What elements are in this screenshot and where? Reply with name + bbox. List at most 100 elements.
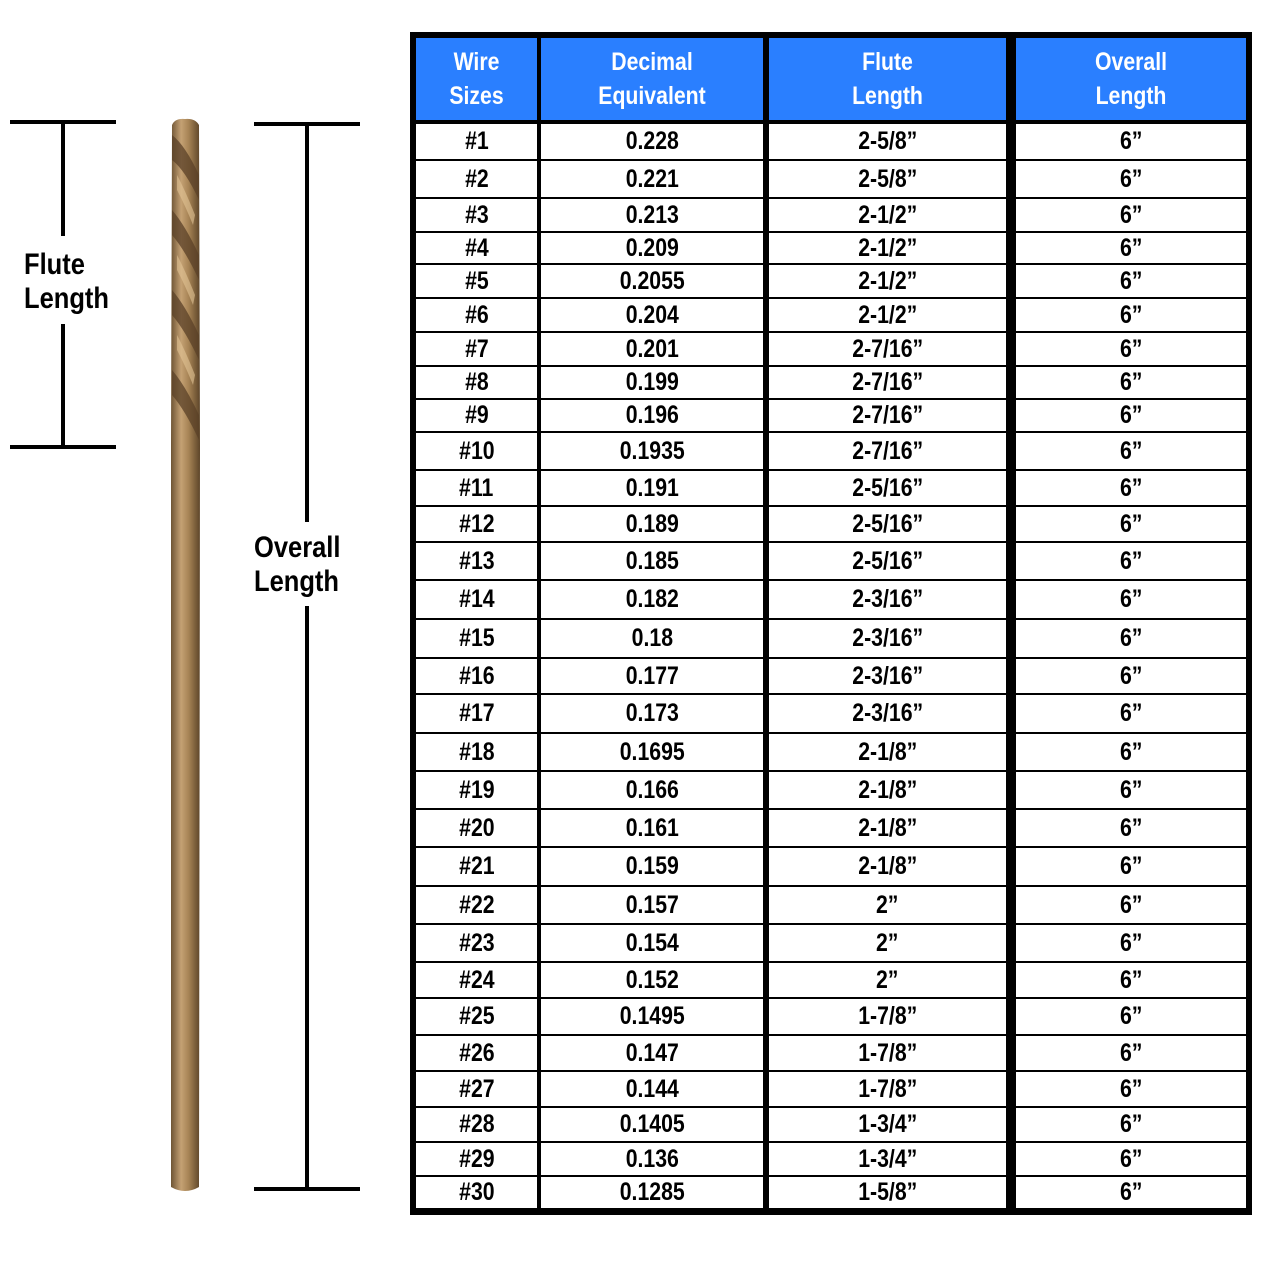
- cell-text: 2-7/16”: [852, 401, 923, 429]
- cell-flute-length: 1-7/8”: [769, 1072, 1006, 1106]
- cell-wire-size: #19: [416, 772, 537, 808]
- cell-text: 2-1/2”: [857, 266, 918, 295]
- cell-flute-length: 2”: [769, 925, 1006, 961]
- cell-text: 0.201: [625, 334, 679, 363]
- header-text: Length: [852, 82, 923, 110]
- cell-text: 0.204: [625, 300, 679, 329]
- cell-text: 6”: [1119, 509, 1143, 538]
- cell-text: 0.18: [631, 624, 673, 652]
- cell-text: #22: [458, 890, 495, 919]
- cell-text: 6”: [1119, 1074, 1143, 1103]
- cell-wire-size: #17: [416, 695, 537, 732]
- cell-flute-length: 2-5/16”: [769, 471, 1006, 505]
- cell-text: 6”: [1119, 775, 1143, 804]
- cell-text: 0.173: [625, 699, 679, 727]
- cell-text: 6”: [1119, 928, 1143, 957]
- cell-flute-length: 2-1/8”: [769, 810, 1006, 846]
- cell-text: #30: [458, 1178, 495, 1206]
- cell-text: 0.189: [625, 509, 679, 538]
- cell-wire-size: #5: [416, 265, 537, 297]
- cell-overall-length: 6”: [1016, 265, 1246, 297]
- cell-text: 6”: [1119, 127, 1143, 155]
- cell-text: 6”: [1119, 266, 1143, 295]
- cell-flute-length: 1-7/8”: [769, 1036, 1006, 1070]
- wire-size-table: Wire Sizes Decimal Equivalent Flute Length Ove…: [410, 32, 1252, 1215]
- cell-text: 0.147: [625, 1038, 679, 1067]
- cell-text: 0.228: [625, 127, 679, 155]
- cell-flute-length: 2-1/8”: [769, 848, 1006, 885]
- cell-flute-length: 1-5/8”: [769, 1177, 1006, 1208]
- cell-wire-size: #7: [416, 333, 537, 365]
- cell-decimal-equivalent: 0.189: [541, 507, 763, 541]
- cell-text: 0.161: [625, 813, 679, 842]
- cell-text: 2-1/2”: [857, 200, 918, 229]
- cell-overall-length: 6”: [1016, 507, 1246, 541]
- cell-text: 2”: [876, 928, 899, 957]
- cell-text: #12: [458, 509, 495, 538]
- cell-overall-length: 6”: [1016, 124, 1246, 159]
- cell-decimal-equivalent: 0.204: [541, 299, 763, 331]
- cell-flute-length: 2-1/8”: [769, 772, 1006, 808]
- cell-text: #8: [464, 368, 489, 396]
- cell-flute-length: 2-1/8”: [769, 734, 1006, 770]
- cell-decimal-equivalent: 0.1935: [541, 433, 763, 469]
- cell-wire-size: #18: [416, 734, 537, 770]
- cell-wire-size: #13: [416, 543, 537, 579]
- cell-overall-length: 6”: [1016, 659, 1246, 693]
- cell-text: 2-1/8”: [857, 737, 918, 766]
- cell-overall-length: 6”: [1016, 581, 1246, 618]
- header-text: Sizes: [449, 82, 504, 110]
- cell-wire-size: #21: [416, 848, 537, 885]
- header-text: Wire: [453, 48, 500, 76]
- cell-wire-size: #26: [416, 1036, 537, 1070]
- cell-flute-length: 2-7/16”: [769, 367, 1006, 398]
- cell-text: 1-7/8”: [857, 1074, 918, 1103]
- cell-text: 0.209: [625, 233, 679, 262]
- cell-decimal-equivalent: 0.147: [541, 1036, 763, 1070]
- cell-overall-length: 6”: [1016, 848, 1246, 885]
- cell-text: 2-1/2”: [857, 300, 918, 329]
- cell-text: 2-3/16”: [852, 624, 923, 652]
- cell-overall-length: 6”: [1016, 963, 1246, 997]
- cell-overall-length: 6”: [1016, 1036, 1246, 1070]
- cell-flute-length: 2-7/16”: [769, 333, 1006, 365]
- cell-flute-length: 2-5/16”: [769, 507, 1006, 541]
- cell-wire-size: #22: [416, 887, 537, 923]
- cell-overall-length: 6”: [1016, 810, 1246, 846]
- cell-text: 0.154: [625, 928, 679, 957]
- cell-text: #26: [458, 1038, 495, 1067]
- cell-text: 6”: [1119, 473, 1143, 502]
- cell-text: 2”: [876, 965, 899, 994]
- cell-text: 0.1405: [619, 1110, 685, 1138]
- cell-flute-length: 2-3/16”: [769, 581, 1006, 618]
- cell-wire-size: #9: [416, 400, 537, 431]
- cell-overall-length: 6”: [1016, 543, 1246, 579]
- cell-decimal-equivalent: 0.221: [541, 161, 763, 197]
- cell-flute-length: 2-3/16”: [769, 695, 1006, 732]
- cell-flute-length: 2-1/2”: [769, 265, 1006, 297]
- cell-text: 0.177: [625, 661, 679, 690]
- cell-overall-length: 6”: [1016, 772, 1246, 808]
- cell-decimal-equivalent: 0.159: [541, 848, 763, 885]
- cell-text: 6”: [1119, 585, 1143, 613]
- cell-text: 2-1/8”: [857, 775, 918, 804]
- overall-dimension-line-upper: [305, 122, 309, 522]
- cell-text: 2-7/16”: [852, 334, 923, 363]
- cell-flute-length: 2”: [769, 887, 1006, 923]
- cell-wire-size: #14: [416, 581, 537, 618]
- cell-overall-length: 6”: [1016, 433, 1246, 469]
- header-text: Length: [1095, 82, 1167, 110]
- cell-overall-length: 6”: [1016, 1072, 1246, 1106]
- cell-overall-length: 6”: [1016, 471, 1246, 505]
- cell-text: 0.144: [625, 1074, 679, 1103]
- cell-decimal-equivalent: 0.136: [541, 1143, 763, 1175]
- cell-text: 1-7/8”: [857, 1002, 918, 1030]
- cell-text: 6”: [1119, 1144, 1143, 1173]
- cell-text: 0.185: [625, 546, 679, 575]
- cell-text: #2: [464, 164, 489, 193]
- cell-wire-size: #23: [416, 925, 537, 961]
- header-flute-length: Flute Length: [769, 38, 1006, 120]
- cell-text: 0.199: [625, 368, 679, 396]
- cell-flute-length: 2-7/16”: [769, 400, 1006, 431]
- cell-overall-length: 6”: [1016, 400, 1246, 431]
